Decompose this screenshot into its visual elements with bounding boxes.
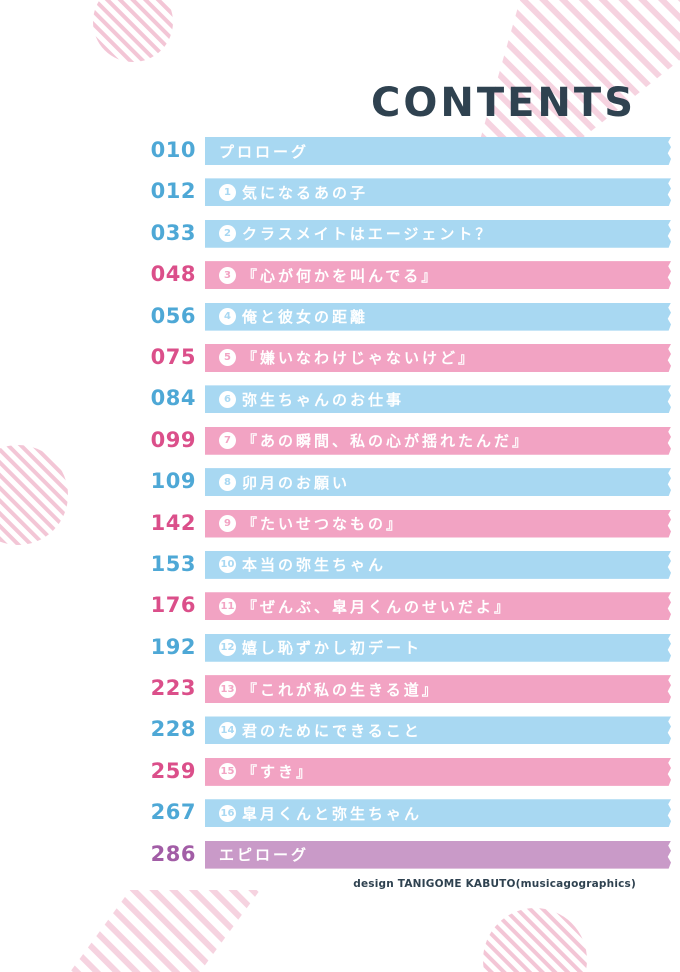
page-title: CONTENTS [370, 80, 636, 126]
toc-row: 056 4 俺と彼女の距離 [0, 300, 680, 341]
toc-row: 012 1 気になるあの子 [0, 175, 680, 216]
chapter-title: クラスメイトはエージェント？ [242, 225, 494, 244]
page-number: 286 [150, 841, 196, 866]
chapter-title: 君のためにできること [242, 721, 422, 740]
chapter-number-badge: 3 [219, 266, 236, 284]
chapter-title: エピローグ [219, 846, 310, 865]
chapter-bar: 15 『すき』 [205, 757, 671, 786]
toc-row: 223 13 『これが私の生きる道』 [0, 672, 680, 713]
page-number: 012 [150, 179, 196, 204]
chapter-title: 俺と彼女の距離 [242, 308, 369, 327]
toc-row: 192 12 嬉し恥ずかし初デート [0, 631, 680, 672]
chapter-number-badge: 13 [219, 680, 236, 698]
toc-row: 075 5 『嫌いなわけじゃないけど』 [0, 341, 680, 382]
chapter-bar: プロローグ [205, 137, 671, 165]
toc-row: 048 3 『心が何かを叫んでる』 [0, 258, 680, 299]
chapter-bar: 9 『たいせつなもの』 [205, 509, 671, 538]
chapter-title: 『心が何かを叫んでる』 [242, 266, 440, 285]
chapter-bar: 1 気になるあの子 [205, 178, 671, 207]
chapter-number-badge: 11 [219, 597, 236, 615]
chapter-title: 『すき』 [242, 763, 315, 782]
chapter-bar: エピローグ [205, 840, 671, 869]
chapter-title: 気になるあの子 [242, 183, 369, 202]
page-number: 176 [150, 593, 196, 618]
chapter-title: 本当の弥生ちゃん [242, 556, 387, 575]
chapter-number-badge: 8 [219, 473, 236, 491]
chapter-title: 『嫌いなわけじゃないけど』 [242, 349, 477, 368]
page-number: 056 [150, 303, 196, 328]
toc-row: 176 11 『ぜんぶ、皐月くんのせいだよ』 [0, 589, 680, 630]
chapter-title: 『ぜんぶ、皐月くんのせいだよ』 [242, 597, 513, 616]
striped-band-bottom-left [70, 890, 260, 972]
chapter-number-badge: 5 [219, 349, 236, 367]
chapter-title: 『たいせつなもの』 [242, 515, 405, 534]
page-number: 010 [150, 138, 196, 162]
chapter-bar: 13 『これが私の生きる道』 [205, 675, 671, 704]
design-credit: design TANIGOME KABUTO(musicagographics) [353, 878, 636, 890]
toc-row: 228 14 君のためにできること [0, 713, 680, 754]
chapter-number-badge: 10 [219, 556, 236, 574]
chapter-bar: 16 皐月くんと弥生ちゃん [205, 799, 671, 828]
toc-row: 099 7 『あの瞬間、私の心が揺れたんだ』 [0, 424, 680, 465]
toc-row: 010 プロローグ [0, 134, 680, 175]
page-number: 048 [150, 262, 196, 287]
chapter-title: 『これが私の生きる道』 [242, 680, 440, 699]
page-number: 153 [150, 551, 196, 576]
chapter-bar: 10 本当の弥生ちゃん [205, 550, 671, 579]
page-number: 259 [150, 758, 196, 783]
chapter-title: プロローグ [219, 142, 310, 161]
page-number: 033 [150, 220, 196, 245]
page-number: 223 [150, 676, 196, 701]
page-number: 228 [150, 717, 196, 742]
chapter-title: 皐月くんと弥生ちゃん [242, 804, 423, 823]
toc-row: 109 8 卯月のお願い [0, 465, 680, 506]
striped-circle-top-left [93, 0, 173, 62]
chapter-number-badge: 1 [219, 183, 236, 201]
chapter-title: 卯月のお願い [242, 473, 351, 492]
chapter-number-badge: 7 [219, 432, 236, 450]
chapter-bar: 7 『あの瞬間、私の心が揺れたんだ』 [205, 426, 671, 455]
chapter-title: 嬉し恥ずかし初デート [242, 639, 423, 658]
chapter-bar: 5 『嫌いなわけじゃないけど』 [205, 343, 671, 372]
chapter-title: 『あの瞬間、私の心が揺れたんだ』 [242, 432, 531, 451]
page-number: 267 [150, 800, 196, 825]
toc-row: 153 10 本当の弥生ちゃん [0, 548, 680, 589]
chapter-title: 弥生ちゃんのお仕事 [242, 390, 405, 409]
toc-row: 033 2 クラスメイトはエージェント？ [0, 217, 680, 258]
toc-list: 010 プロローグ 012 1 気になるあの子 033 2 クラスメイトはエージェント？ 048… [0, 134, 680, 879]
chapter-number-badge: 4 [219, 308, 236, 326]
toc-row: 142 9 『たいせつなもの』 [0, 507, 680, 548]
chapter-number-badge: 2 [219, 225, 236, 243]
page-number: 109 [150, 469, 196, 494]
chapter-bar: 6 弥生ちゃんのお仕事 [205, 385, 671, 414]
page-number: 084 [150, 386, 196, 411]
striped-circle-bottom-right [483, 908, 587, 972]
chapter-number-badge: 6 [219, 390, 236, 408]
chapter-bar: 3 『心が何かを叫んでる』 [205, 261, 671, 290]
chapter-bar: 8 卯月のお願い [205, 468, 671, 497]
chapter-bar: 12 嬉し恥ずかし初デート [205, 633, 671, 662]
page-number: 099 [150, 427, 196, 452]
chapter-number-badge: 16 [219, 804, 236, 822]
chapter-number-badge: 12 [219, 639, 236, 657]
chapter-bar: 2 クラスメイトはエージェント？ [205, 219, 671, 248]
striped-band-top-right [480, 0, 680, 140]
chapter-number-badge: 14 [219, 721, 236, 739]
chapter-number-badge: 9 [219, 515, 236, 533]
chapter-number-badge: 15 [219, 763, 236, 781]
chapter-bar: 4 俺と彼女の距離 [205, 302, 671, 331]
striped-circle-left [0, 445, 68, 545]
toc-row: 084 6 弥生ちゃんのお仕事 [0, 382, 680, 423]
chapter-bar: 11 『ぜんぶ、皐月くんのせいだよ』 [205, 592, 671, 621]
toc-row: 259 15 『すき』 [0, 755, 680, 796]
chapter-bar: 14 君のためにできること [205, 716, 671, 745]
page-number: 192 [150, 634, 196, 659]
toc-row: 286 エピローグ [0, 838, 680, 879]
page-number: 075 [150, 344, 196, 369]
toc-row: 267 16 皐月くんと弥生ちゃん [0, 796, 680, 837]
page-number: 142 [150, 510, 196, 535]
